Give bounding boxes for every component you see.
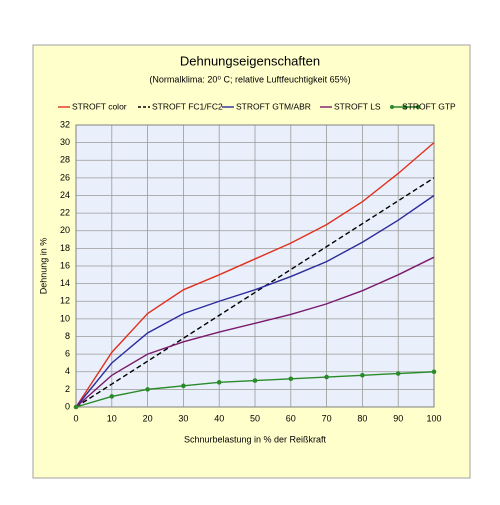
x-tick-label: 30 (178, 413, 188, 423)
y-tick-label: 26 (60, 172, 70, 182)
x-tick-label: 0 (73, 413, 78, 423)
legend-marker (390, 105, 394, 109)
y-tick-label: 32 (60, 119, 70, 129)
y-tick-label: 20 (60, 225, 70, 235)
legend-label: STROFT GTM/ABR (236, 101, 311, 111)
x-tick-label: 40 (214, 413, 224, 423)
chart-title: Dehnungseigenschaften (180, 53, 320, 68)
data-point (395, 371, 401, 376)
legend-label: STROFT LS (334, 101, 381, 111)
y-tick-label: 14 (60, 278, 70, 288)
legend-marker (416, 105, 420, 109)
x-axis-label: Schnurbelastung in % der Reißkraft (184, 434, 327, 444)
plot-border (75, 124, 435, 408)
y-axis-label: Dehnung in % (38, 238, 48, 295)
x-tick-label: 100 (426, 413, 441, 423)
line-series (75, 177, 435, 408)
chart-subtitle: (Normalklima: 20⁰ C; relative Luftfeucht… (149, 74, 350, 84)
x-tick-label: 90 (393, 413, 403, 423)
x-tick-label: 70 (322, 413, 332, 423)
data-point (145, 387, 150, 392)
legend-label: STROFT GTP (402, 101, 456, 111)
data-point (216, 380, 222, 385)
data-point (252, 378, 258, 383)
line-series (75, 194, 435, 408)
line-series (75, 142, 435, 408)
y-tick-label: 12 (60, 296, 70, 306)
data-point (73, 404, 79, 410)
data-point (109, 394, 115, 399)
y-tick-label: 8 (65, 331, 70, 341)
y-tick-label: 6 (65, 349, 70, 359)
y-tick-label: 16 (60, 260, 70, 270)
y-tick-label: 24 (60, 190, 70, 200)
x-tick-label: 80 (357, 413, 367, 423)
x-tick-label: 60 (286, 413, 296, 423)
x-tick-label: 10 (107, 413, 117, 423)
data-point (360, 372, 365, 378)
legend-label: STROFT color (72, 101, 127, 111)
y-tick-label: 2 (65, 384, 70, 394)
legend-label: STROFT FC1/FC2 (152, 101, 223, 111)
data-point (288, 376, 294, 382)
y-tick-label: 10 (60, 313, 70, 323)
data-point (324, 374, 329, 380)
data-point (181, 383, 186, 389)
legend-marker (403, 105, 407, 109)
x-tick-label: 20 (143, 413, 153, 423)
data-point (431, 369, 437, 375)
y-tick-label: 18 (60, 243, 70, 253)
y-tick-label: 28 (60, 155, 70, 165)
x-tick-label: 50 (250, 413, 260, 423)
line-series (75, 256, 435, 408)
y-tick-label: 0 (65, 401, 70, 411)
y-tick-label: 22 (60, 208, 70, 218)
y-tick-label: 4 (65, 366, 70, 376)
y-tick-label: 30 (60, 137, 70, 147)
